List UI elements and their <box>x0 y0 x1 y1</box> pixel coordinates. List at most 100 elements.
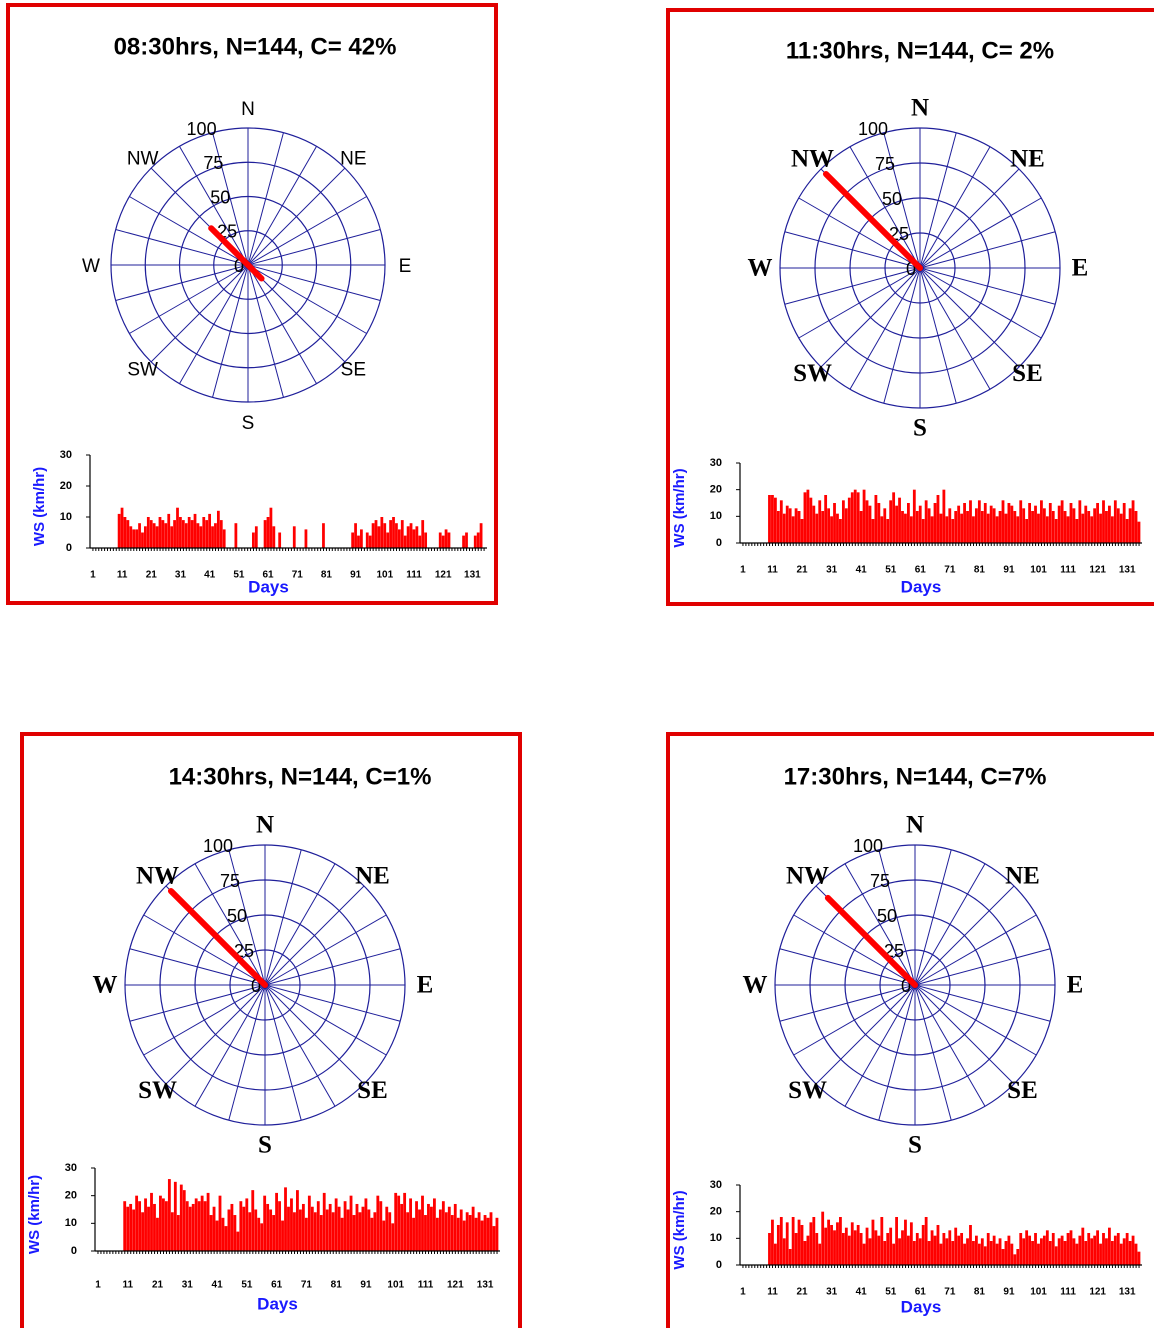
bar <box>880 1217 884 1265</box>
x-tick-label: 81 <box>331 1280 343 1291</box>
bar <box>800 1225 804 1265</box>
bar <box>1131 1235 1135 1265</box>
x-tick-label: 131 <box>464 570 481 581</box>
bar <box>281 1220 284 1251</box>
bar <box>1081 513 1085 543</box>
bar <box>447 532 451 548</box>
bar <box>936 495 940 543</box>
bar <box>924 500 928 543</box>
bar <box>185 1201 189 1251</box>
bar <box>1137 521 1141 543</box>
direction-label: SW <box>127 359 158 380</box>
bar <box>150 1192 153 1251</box>
bar <box>349 1195 353 1251</box>
bar <box>1102 1233 1105 1265</box>
bar <box>1090 516 1094 543</box>
bar <box>248 1212 252 1251</box>
x-tick-label: 11 <box>122 1280 133 1291</box>
bar <box>1037 1243 1040 1265</box>
r-tick-label: 0 <box>901 976 911 996</box>
bar <box>129 1203 133 1251</box>
x-tick-label: 121 <box>1089 1287 1106 1298</box>
y-tick-label: 10 <box>65 1217 77 1229</box>
bar <box>427 1203 430 1251</box>
x-tick-label: 11 <box>767 565 778 576</box>
bar <box>1087 1233 1091 1265</box>
ring <box>178 195 318 335</box>
bar <box>197 1201 201 1251</box>
bar <box>1004 1241 1008 1265</box>
r-tick-label: 0 <box>251 976 261 996</box>
bar <box>1119 513 1123 543</box>
direction-label: NE <box>1005 862 1040 889</box>
bar <box>476 532 480 548</box>
bar <box>474 1217 478 1251</box>
bar <box>966 1238 969 1265</box>
r-tick-label: 75 <box>203 153 223 173</box>
bar <box>785 1222 789 1265</box>
bar <box>912 489 916 543</box>
x-tick-label: 41 <box>212 1280 224 1291</box>
bar <box>809 497 813 543</box>
bar <box>1060 500 1064 543</box>
bar <box>354 523 357 548</box>
bar <box>1125 519 1129 543</box>
chart-title: 08:30hrs, N=144, C= 42% <box>114 33 397 60</box>
y-tick-label: 20 <box>65 1190 77 1202</box>
bar <box>340 1217 344 1251</box>
bar <box>477 1212 481 1251</box>
x-tick-label: 11 <box>117 570 128 581</box>
direction-label: N <box>906 812 924 839</box>
bar <box>179 517 182 548</box>
bar <box>371 523 375 548</box>
bar <box>791 1217 795 1265</box>
bar <box>135 529 139 548</box>
y-axis-label: WS (km/hr) <box>671 1190 688 1269</box>
ring <box>194 914 336 1056</box>
x-axis-label: Days <box>248 577 289 596</box>
bar <box>856 492 860 543</box>
bar <box>785 505 789 543</box>
bar <box>847 1235 851 1265</box>
bar <box>865 500 869 543</box>
direction-bar <box>208 225 251 268</box>
bar <box>1128 1241 1132 1265</box>
ring <box>144 161 352 369</box>
bar <box>980 1238 984 1265</box>
direction-label: W <box>743 972 768 999</box>
bar <box>868 505 872 543</box>
direction-label: SE <box>1012 360 1043 387</box>
bar <box>403 535 407 548</box>
x-tick-label: 21 <box>797 565 809 576</box>
bar <box>847 497 851 543</box>
bar <box>415 526 419 548</box>
bar <box>266 517 270 548</box>
bar <box>182 1190 186 1251</box>
bar <box>818 500 822 543</box>
bar <box>123 517 127 548</box>
bar <box>251 1190 255 1251</box>
bar <box>773 1243 777 1265</box>
r-tick-label: 50 <box>877 906 897 926</box>
bar <box>907 1235 910 1265</box>
bar <box>266 1203 270 1251</box>
bar <box>827 508 831 543</box>
bar <box>1063 511 1067 543</box>
y-tick-label: 30 <box>60 449 72 461</box>
bar <box>1007 503 1011 543</box>
bar <box>983 503 987 543</box>
r-tick-label: 100 <box>858 119 888 139</box>
bar <box>203 1201 207 1251</box>
bar <box>989 1241 993 1265</box>
y-axis-label: WS (km/hr) <box>31 467 48 546</box>
direction-bar <box>824 894 918 988</box>
bar <box>403 1192 407 1251</box>
bar <box>1019 1233 1023 1265</box>
bar <box>1075 519 1079 543</box>
bar <box>358 1212 362 1251</box>
bar <box>307 1195 311 1251</box>
bar <box>272 1215 276 1251</box>
bar <box>948 1230 952 1265</box>
x-tick-label: 81 <box>321 570 333 581</box>
